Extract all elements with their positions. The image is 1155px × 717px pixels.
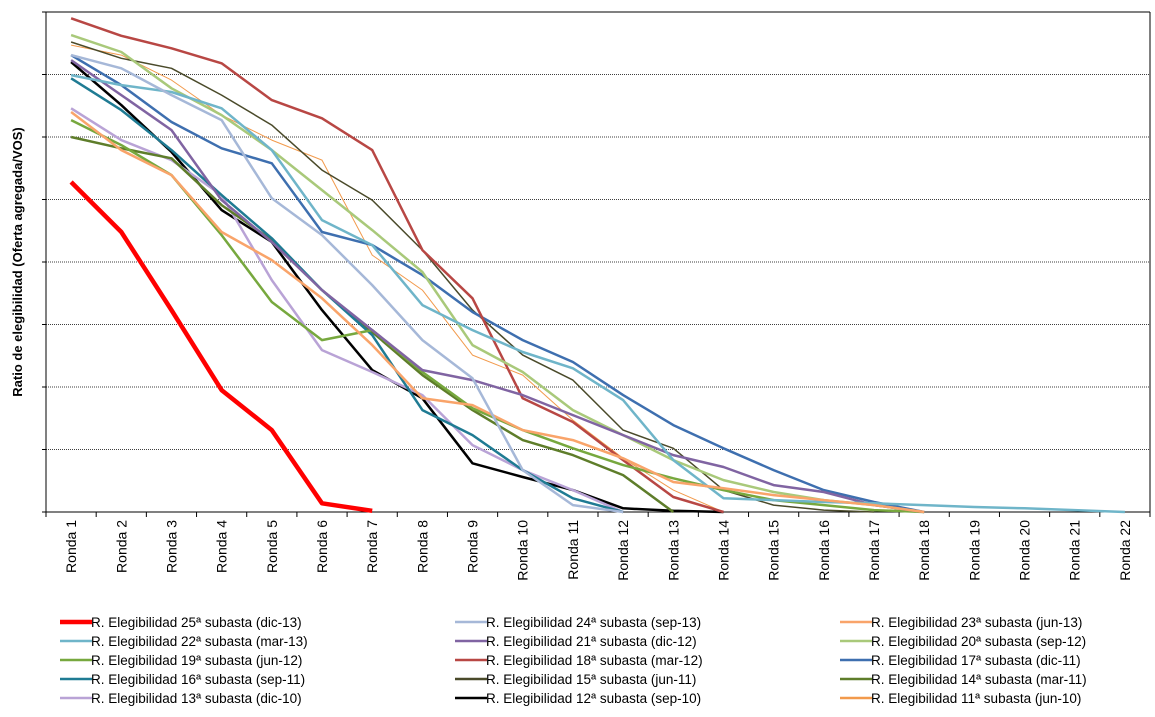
x-tick-label: Ronda 21 <box>1067 520 1083 581</box>
x-tick-label: Ronda 12 <box>615 520 631 581</box>
x-tick-label: Ronda 19 <box>966 520 982 581</box>
legend-label: R. Elegibilidad 17ª subasta (dic-11) <box>871 653 1081 668</box>
series-line <box>71 44 724 513</box>
series-line <box>70 17 724 514</box>
x-tick-label: Ronda 8 <box>414 520 430 573</box>
x-tick-label: Ronda 16 <box>816 520 832 581</box>
series-line <box>70 73 1125 514</box>
x-tick-label: Ronda 9 <box>465 520 481 573</box>
x-tick-label: Ronda 20 <box>1017 520 1033 581</box>
legend-label: R. Elegibilidad 11ª subasta (jun-10) <box>871 691 1081 706</box>
series-line <box>70 41 875 513</box>
x-tick-label: Ronda 4 <box>214 520 230 573</box>
legend-label: R. Elegibilidad 25ª subasta (dic-13) <box>91 615 302 630</box>
series-line <box>70 77 624 514</box>
legend-label: R. Elegibilidad 20ª subasta (sep-12) <box>871 634 1086 649</box>
legend-label: R. Elegibilidad 22ª subasta (mar-13) <box>91 634 308 649</box>
x-tick-label: Ronda 3 <box>163 520 179 573</box>
x-tick-label: Ronda 17 <box>866 520 882 581</box>
x-tick-label: Ronda 13 <box>665 520 681 581</box>
legend-label: R. Elegibilidad 24ª subasta (sep-13) <box>486 615 701 630</box>
y-axis-title: Ratio de elegibilidad (Oferta agregada/V… <box>10 127 25 396</box>
legend-label: R. Elegibilidad 19ª subasta (jun-12) <box>91 653 302 668</box>
x-tick-label: Ronda 11 <box>565 520 581 580</box>
x-tick-label: Ronda 15 <box>766 520 782 581</box>
x-tick-label: Ronda 18 <box>916 520 932 581</box>
legend-label: R. Elegibilidad 14ª subasta (mar-11) <box>871 672 1087 687</box>
series-line <box>70 54 925 514</box>
legend-label: R. Elegibilidad 13ª subasta (dic-10) <box>91 691 302 706</box>
x-tick-label: Ronda 14 <box>715 520 731 581</box>
series-line <box>70 135 675 514</box>
x-tick-label: Ronda 10 <box>515 520 531 581</box>
x-tick-label: Ronda 6 <box>314 520 330 573</box>
legend-label: R. Elegibilidad 16ª subasta (sep-11) <box>91 672 305 687</box>
x-tick-label: Ronda 7 <box>364 520 380 573</box>
series-line <box>70 33 925 514</box>
legend-label: R. Elegibilidad 23ª subasta (jun-13) <box>871 615 1082 630</box>
x-tick-label: Ronda 1 <box>63 520 79 573</box>
x-tick-label: Ronda 2 <box>113 520 129 573</box>
legend-label: R. Elegibilidad 18ª subasta (mar-12) <box>486 653 703 668</box>
x-tick-label: Ronda 22 <box>1117 520 1133 581</box>
series-line <box>70 111 925 514</box>
series-line <box>69 180 373 514</box>
legend-label: R. Elegibilidad 12ª subasta (sep-10) <box>486 691 701 706</box>
series-line <box>70 59 925 514</box>
series-line <box>70 53 624 514</box>
x-tick-label: Ronda 5 <box>264 520 280 573</box>
legend-label: R. Elegibilidad 21ª subasta (dic-12) <box>486 634 697 649</box>
legend-label: R. Elegibilidad 15ª subasta (jun-11) <box>486 672 696 687</box>
